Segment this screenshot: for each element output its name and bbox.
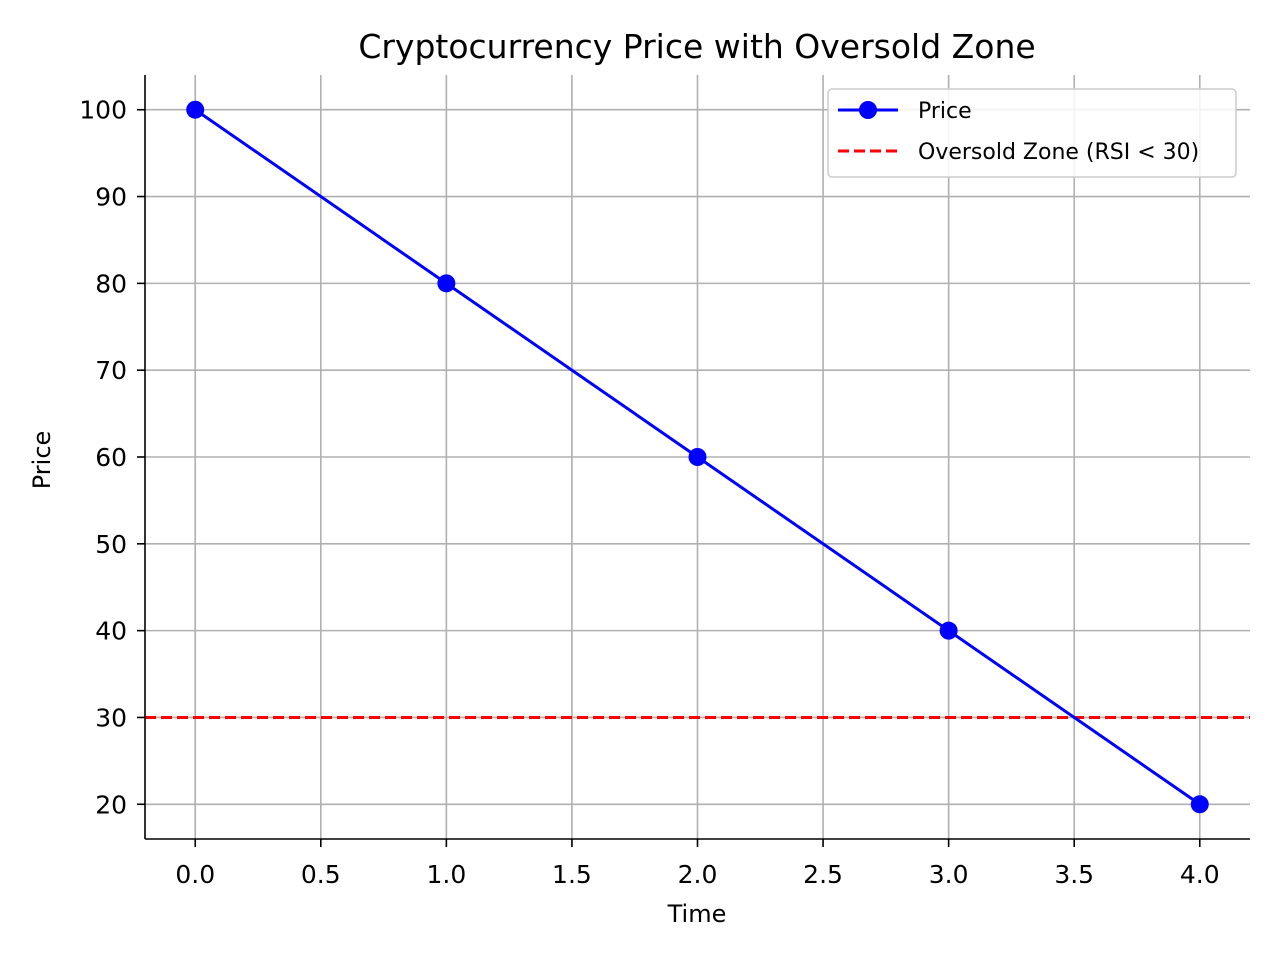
y-tick-label: 100 <box>79 96 127 125</box>
y-axis-label: Price <box>28 431 56 490</box>
y-axis-ticks: 20 30 40 50 60 70 80 90 100 <box>79 96 145 819</box>
price-data-point <box>939 621 958 640</box>
x-tick-label: 1.0 <box>426 860 466 889</box>
x-tick-label: 0.0 <box>175 860 215 889</box>
legend-label-oversold: Oversold Zone (RSI < 30) <box>918 140 1199 165</box>
y-tick-label: 60 <box>95 443 127 472</box>
price-data-point <box>688 448 707 466</box>
x-tick-label: 0.5 <box>301 860 341 889</box>
x-axis-label: Time <box>667 900 727 928</box>
legend: Price Oversold Zone (RSI < 30) <box>827 88 1237 178</box>
legend-price-marker <box>859 101 877 119</box>
legend-box <box>827 88 1237 178</box>
x-tick-label: 3.0 <box>929 860 969 889</box>
price-data-point <box>186 100 205 119</box>
x-tick-label: 2.5 <box>803 860 843 889</box>
x-tick-label: 3.5 <box>1054 860 1094 889</box>
chart-title: Cryptocurrency Price with Oversold Zone <box>358 27 1035 66</box>
x-tick-label: 2.0 <box>678 860 718 889</box>
series-layer <box>186 100 1209 814</box>
y-tick-label: 20 <box>95 790 127 819</box>
x-axis-ticks: 0.0 0.5 1.0 1.5 2.0 2.5 3.0 3.5 4.0 <box>175 839 1220 889</box>
y-tick-label: 50 <box>95 530 127 559</box>
price-data-point <box>437 274 456 293</box>
legend-label-price: Price <box>918 99 972 124</box>
x-tick-label: 4.0 <box>1180 860 1220 889</box>
x-tick-label: 1.5 <box>552 860 592 889</box>
y-tick-label: 40 <box>95 617 127 646</box>
y-tick-label: 30 <box>95 703 127 732</box>
price-data-point <box>1190 795 1209 814</box>
y-tick-label: 70 <box>95 356 127 385</box>
y-tick-label: 80 <box>95 269 127 298</box>
y-tick-label: 90 <box>95 183 127 212</box>
